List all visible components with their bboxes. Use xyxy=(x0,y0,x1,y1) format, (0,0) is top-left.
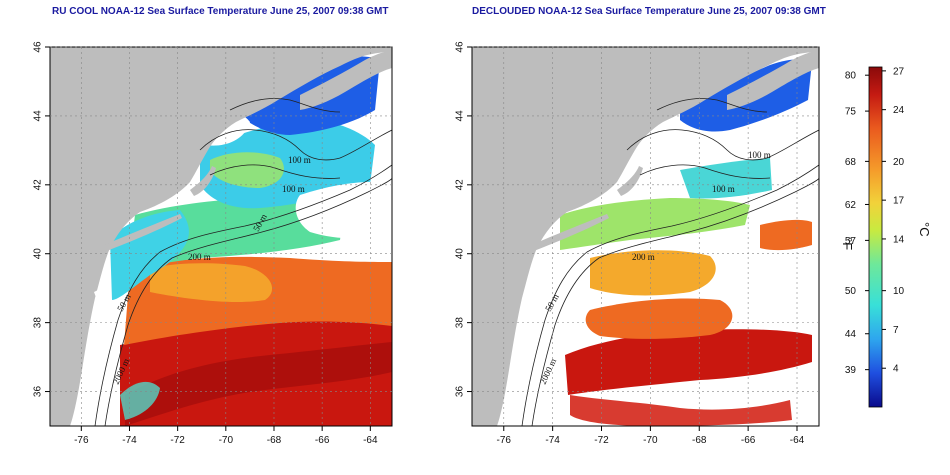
right-x-tick-label: -68 xyxy=(692,435,707,446)
right-map: 100 m 100 m 200 m 50 m 2000 m -76 -74 -72-… xyxy=(455,41,820,446)
left-map-grid xyxy=(50,46,392,426)
left-map-land xyxy=(50,47,392,426)
left-map-nova-scotia xyxy=(300,50,392,110)
right-contour-label: 200 m xyxy=(632,252,655,262)
left-contour-1 xyxy=(94,164,392,426)
colorbar-celsius-label: °C xyxy=(917,222,932,237)
colorbar: 27 24 20 17 14 10 7 4 80 75 68 62 57 50 44 39 °F °C xyxy=(840,66,932,408)
left-y-tick-label: 46 xyxy=(33,41,44,53)
colorbar-fahrenheit-tick-label: 75 xyxy=(845,107,857,118)
left-contour-label: 200 m xyxy=(188,252,211,262)
left-y-tick-label: 42 xyxy=(33,179,44,191)
right-contour-1 xyxy=(521,164,819,426)
right-sst-red-southern xyxy=(570,395,792,426)
right-y-tick-label: 40 xyxy=(455,248,466,260)
right-contour-label: 100 m xyxy=(748,150,771,160)
left-contour-label: 100 m xyxy=(282,184,305,194)
right-y-tick-label: 38 xyxy=(455,317,466,329)
colorbar-fahrenheit-label: °F xyxy=(840,237,855,250)
colorbar-fahrenheit-tick-label: 39 xyxy=(845,365,857,376)
left-sst-green-patch xyxy=(210,152,284,188)
colorbar-fahrenheit-tick-label: 80 xyxy=(845,71,857,82)
right-x-tick-label: -66 xyxy=(741,435,756,446)
left-contour-label: 100 m xyxy=(288,155,311,165)
right-contour-5 xyxy=(656,98,768,113)
colorbar-fahrenheit-tick-label: 50 xyxy=(845,286,857,297)
right-sst-orange-east xyxy=(760,219,812,251)
left-map-image xyxy=(50,47,392,426)
right-x-tick-label: -72 xyxy=(594,435,609,446)
right-map-image xyxy=(472,47,819,426)
left-map-axes: -76 -74 -72 -70 -68 -66 -64 36 38 40 42 44 46 xyxy=(33,41,378,446)
right-contour-4 xyxy=(639,164,771,179)
right-contour-label: 100 m xyxy=(712,184,735,194)
right-x-tick-label: -70 xyxy=(643,435,658,446)
colorbar-celsius-tick-label: 7 xyxy=(893,325,899,336)
left-contour-4 xyxy=(209,164,341,179)
colorbar-celsius-tick-label: 4 xyxy=(893,364,899,375)
left-y-tick-label: 36 xyxy=(33,386,44,398)
right-y-tick-label: 46 xyxy=(455,41,466,53)
left-contour-5 xyxy=(229,98,341,113)
colorbar-fahrenheit-tick-label: 68 xyxy=(845,157,857,168)
right-map-title: DECLOUDED NOAA-12 Sea Surface Temperatur… xyxy=(472,6,826,17)
right-map-axes: -76 -74 -72 -70 -68 -66 -64 36 38 40 42 44 46 xyxy=(455,41,805,446)
left-map-long-island xyxy=(100,214,182,252)
right-x-tick-label: -64 xyxy=(790,435,805,446)
right-x-tick-label: -74 xyxy=(545,435,560,446)
colorbar-celsius-tick-label: 17 xyxy=(893,196,905,207)
right-x-tick-label: -76 xyxy=(497,435,512,446)
right-sst-amber xyxy=(590,250,716,296)
right-y-tick-label: 44 xyxy=(455,110,466,122)
colorbar-ticks: 27 24 20 17 14 10 7 4 80 75 68 62 57 50 44 39 xyxy=(845,66,905,376)
left-x-tick-label: -70 xyxy=(219,435,234,446)
right-y-tick-label: 42 xyxy=(455,179,466,191)
right-map-grid xyxy=(472,46,819,426)
left-y-tick-label: 44 xyxy=(33,110,44,122)
right-sst-green-shelf xyxy=(560,198,750,250)
colorbar-fahrenheit-tick-label: 57 xyxy=(845,236,857,247)
left-x-tick-label: -66 xyxy=(315,435,330,446)
left-x-tick-label: -76 xyxy=(74,435,89,446)
colorbar-celsius-tick-label: 20 xyxy=(893,157,905,168)
right-map-cape-cod xyxy=(617,166,643,196)
colorbar-celsius-tick-label: 10 xyxy=(893,286,905,297)
left-y-tick-label: 38 xyxy=(33,317,44,329)
left-map: 100 m 100 m 50 m 200 m 50 m 2000 m -76 -7… xyxy=(33,41,393,446)
left-cloud-gap-east xyxy=(295,181,392,239)
right-sst-cyan xyxy=(680,158,772,199)
colorbar-fahrenheit-tick-label: 62 xyxy=(845,200,857,211)
right-map-frame xyxy=(471,46,820,427)
right-sst-red-patch xyxy=(565,329,812,395)
left-x-tick-label: -74 xyxy=(122,435,137,446)
colorbar-gradient xyxy=(868,66,883,408)
right-map-nova-scotia xyxy=(727,50,819,110)
right-y-tick-label: 36 xyxy=(455,386,466,398)
right-map-long-island xyxy=(527,214,609,252)
colorbar-celsius-tick-label: 27 xyxy=(893,66,905,77)
left-x-tick-label: -72 xyxy=(170,435,185,446)
right-contour-2 xyxy=(531,177,819,426)
right-map-land xyxy=(472,47,819,426)
left-map-delmarva xyxy=(94,290,106,340)
colorbar-fahrenheit-tick-label: 44 xyxy=(845,329,857,340)
left-contour-2 xyxy=(104,177,392,426)
left-sst-amber-zone xyxy=(150,263,273,303)
left-y-tick-label: 40 xyxy=(33,248,44,260)
left-contour-3 xyxy=(199,129,392,161)
right-contour-3 xyxy=(626,129,819,161)
right-sst-orange-patch xyxy=(585,298,733,339)
left-x-tick-label: -64 xyxy=(363,435,378,446)
colorbar-celsius-tick-label: 14 xyxy=(893,234,905,245)
colorbar-celsius-tick-label: 24 xyxy=(893,105,905,116)
left-map-title: RU COOL NOAA-12 Sea Surface Temperature … xyxy=(52,6,389,17)
left-map-cape-cod xyxy=(190,166,216,196)
left-x-tick-label: -68 xyxy=(267,435,282,446)
left-sst-dark-red-band xyxy=(125,342,392,426)
